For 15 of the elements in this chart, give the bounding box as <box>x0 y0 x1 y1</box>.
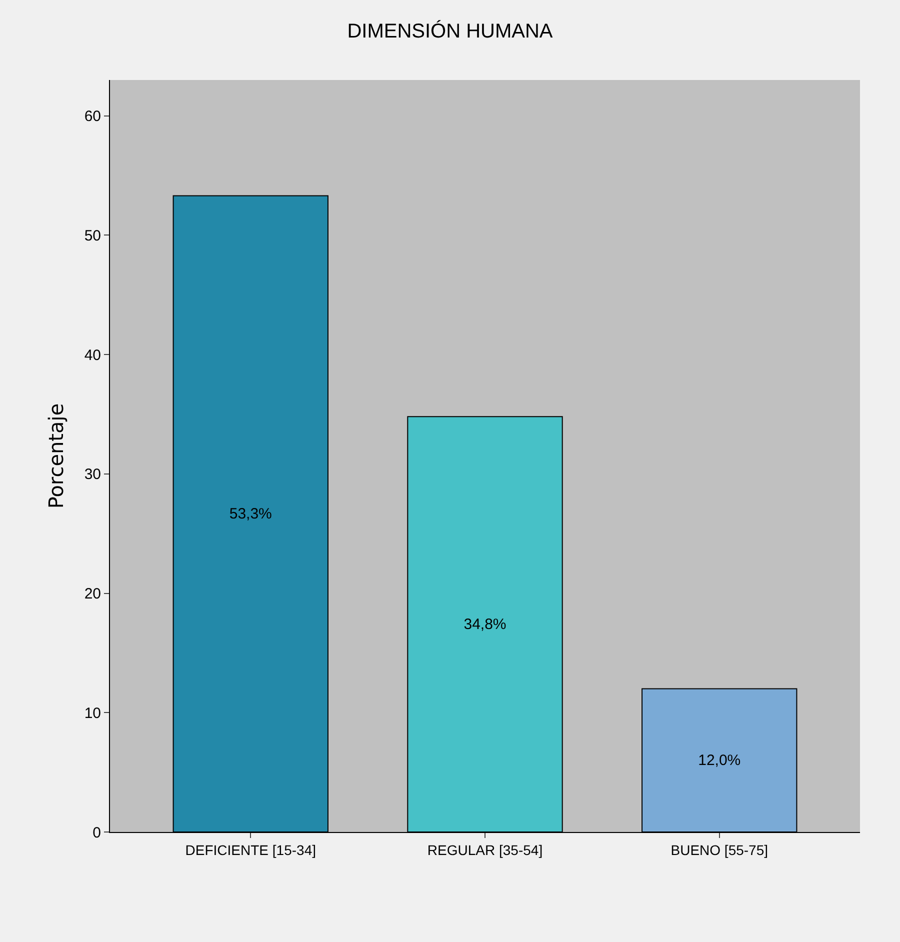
y-axis-title: Porcentaje <box>44 403 68 509</box>
x-tick-label: REGULAR [35-54] <box>427 842 543 858</box>
y-tick-label: 40 <box>84 346 101 364</box>
chart-title: DIMENSIÓN HUMANA <box>347 20 554 43</box>
y-tick-label: 0 <box>92 824 101 842</box>
x-tick-label: BUENO [55-75] <box>670 842 768 858</box>
y-tick-label: 60 <box>84 108 101 126</box>
data-label: 53,3% <box>229 505 272 522</box>
x-tick-label: DEFICIENTE [15-34] <box>185 842 316 858</box>
data-label: 34,8% <box>464 616 506 633</box>
y-tick-label: 30 <box>84 466 101 484</box>
y-tick-label: 50 <box>84 227 101 244</box>
data-label: 12,0% <box>698 752 741 769</box>
y-tick-label: 10 <box>84 704 101 722</box>
y-tick-label: 20 <box>84 586 101 603</box>
